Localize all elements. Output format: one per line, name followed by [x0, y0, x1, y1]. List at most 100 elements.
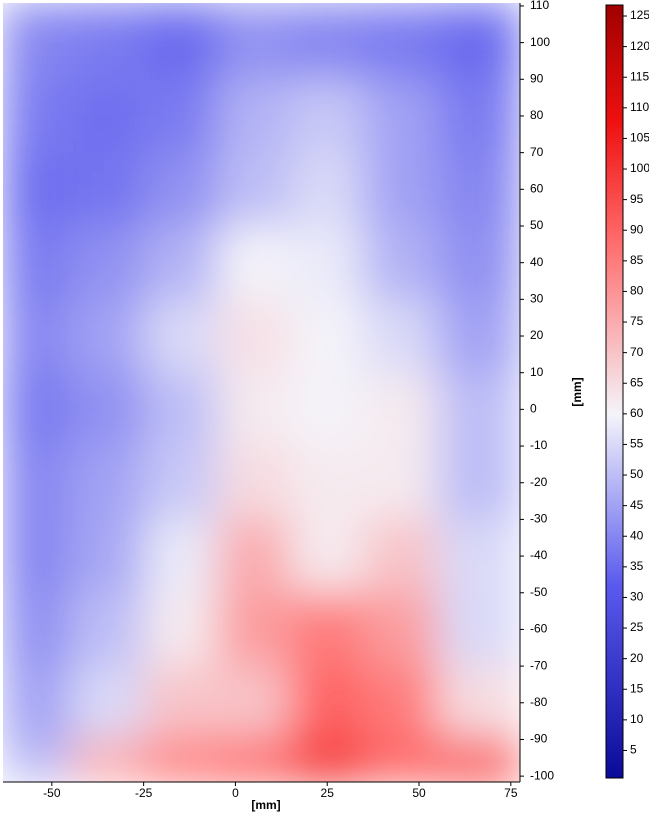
heatmap-cell: [363, 299, 438, 374]
heatmap-cell: [363, 446, 438, 520]
heatmap-cell: [363, 666, 438, 740]
colorbar-tick-label: 90: [630, 222, 644, 236]
y-tick-label: 40: [530, 255, 544, 269]
heatmap-cell: [290, 152, 365, 227]
heatmap-cell: [363, 592, 438, 667]
heatmap-cell: [217, 79, 292, 154]
heatmap-cell: [437, 3, 520, 80]
heatmap-cell: [290, 372, 365, 447]
y-tick-label: -10: [530, 438, 548, 452]
y-tick-label: 30: [530, 292, 544, 306]
heatmap-cell: [143, 79, 218, 154]
plot-area: [3, 3, 520, 782]
heatmap-cell: [3, 299, 71, 374]
colorbar-tick-label: 65: [630, 375, 644, 389]
heatmap-cell: [3, 79, 71, 154]
y-tick-label: -80: [530, 695, 548, 709]
x-tick-label: 0: [232, 786, 239, 800]
heatmap-cell: [290, 79, 365, 154]
heatmap-cell: [290, 666, 365, 740]
y-tick-label: 50: [530, 218, 544, 232]
heatmap-cell: [3, 225, 71, 300]
heatmap-cell: [437, 739, 520, 782]
heatmap-cell: [143, 519, 218, 594]
colorbar-tick-label: 105: [630, 131, 649, 145]
y-tick-label: 0: [530, 402, 537, 416]
heatmap-cell: [437, 666, 520, 740]
heatmap-cell: [437, 446, 520, 520]
y-tick-label: 70: [530, 145, 544, 159]
colorbar-tick-label: 95: [630, 192, 644, 206]
heatmap-cell: [143, 446, 218, 520]
heatmap-cell: [3, 666, 71, 740]
y-tick-label: 100: [530, 35, 550, 49]
colorbar-tick-label: 110: [630, 100, 649, 114]
heatmap-cell: [437, 592, 520, 667]
heatmap-cell: [70, 225, 145, 300]
colorbar-tick-label: 10: [630, 712, 644, 726]
colorbar-tick-label: 80: [630, 284, 644, 298]
heatmap-cell: [143, 299, 218, 374]
heatmap-cell: [363, 519, 438, 594]
y-tick-label: -50: [530, 585, 548, 599]
colorbar-tick-label: 25: [630, 620, 644, 634]
colorbar-tick-label: 120: [630, 39, 649, 53]
colorbar: [605, 4, 624, 779]
heatmap-cell: [143, 666, 218, 740]
heatmap-cell: [70, 3, 145, 80]
heatmap-cell: [70, 79, 145, 154]
y-tick-label: -70: [530, 658, 548, 672]
colorbar-tick-label: 75: [630, 314, 644, 328]
heatmap-cell: [3, 3, 71, 80]
heatmap-cell: [70, 299, 145, 374]
y-tick-label: 80: [530, 108, 544, 122]
y-tick-label: -20: [530, 475, 548, 489]
colorbar-tick-label: 30: [630, 590, 644, 604]
colorbar-tick-label: 40: [630, 528, 644, 542]
y-tick-label: -60: [530, 622, 548, 636]
heatmap-cell: [3, 446, 71, 520]
heatmap-cell: [217, 152, 292, 227]
heatmap-cell: [290, 739, 365, 782]
heatmap-cell: [363, 152, 438, 227]
x-tick-label: 50: [412, 786, 426, 800]
heatmap-cell: [143, 739, 218, 782]
heatmap-cell: [3, 152, 71, 227]
colorbar-tick-label: 35: [630, 559, 644, 573]
y-tick-label: 10: [530, 365, 544, 379]
heatmap-cell: [217, 446, 292, 520]
heatmap-cell: [363, 739, 438, 782]
x-tick-label: 75: [504, 786, 518, 800]
heatmap-cell: [363, 372, 438, 447]
heatmap-cell: [3, 739, 71, 782]
heatmap-cell: [437, 519, 520, 594]
y-tick-label: -30: [530, 512, 548, 526]
heatmap-cell: [217, 519, 292, 594]
heatmap-cell: [217, 666, 292, 740]
colorbar-tick-label: 15: [630, 681, 644, 695]
heatmap-cell: [70, 152, 145, 227]
colorbar-tick-label: 5: [630, 743, 637, 757]
colorbar-tick-label: 45: [630, 498, 644, 512]
y-tick-label: 60: [530, 181, 544, 195]
x-tick-label: -25: [135, 786, 153, 800]
heatmap-field: [3, 3, 520, 782]
colorbar-tick-label: 70: [630, 345, 644, 359]
heatmap-cell: [143, 225, 218, 300]
x-tick-label: 25: [321, 786, 335, 800]
heatmap-cell: [70, 446, 145, 520]
heatmap-cell: [437, 372, 520, 447]
heatmap-cell: [143, 372, 218, 447]
heatmap-cell: [363, 225, 438, 300]
colorbar-tick-label: 85: [630, 253, 644, 267]
heatmap-cell: [437, 152, 520, 227]
heatmap-cell: [70, 519, 145, 594]
heatmap-cell: [217, 739, 292, 782]
heatmap-cell: [437, 299, 520, 374]
heatmap-cell: [437, 225, 520, 300]
heatmap-cell: [290, 592, 365, 667]
y-tick-label: 90: [530, 71, 544, 85]
colorbar-tick-label: 55: [630, 437, 644, 451]
heatmap-cell: [290, 446, 365, 520]
